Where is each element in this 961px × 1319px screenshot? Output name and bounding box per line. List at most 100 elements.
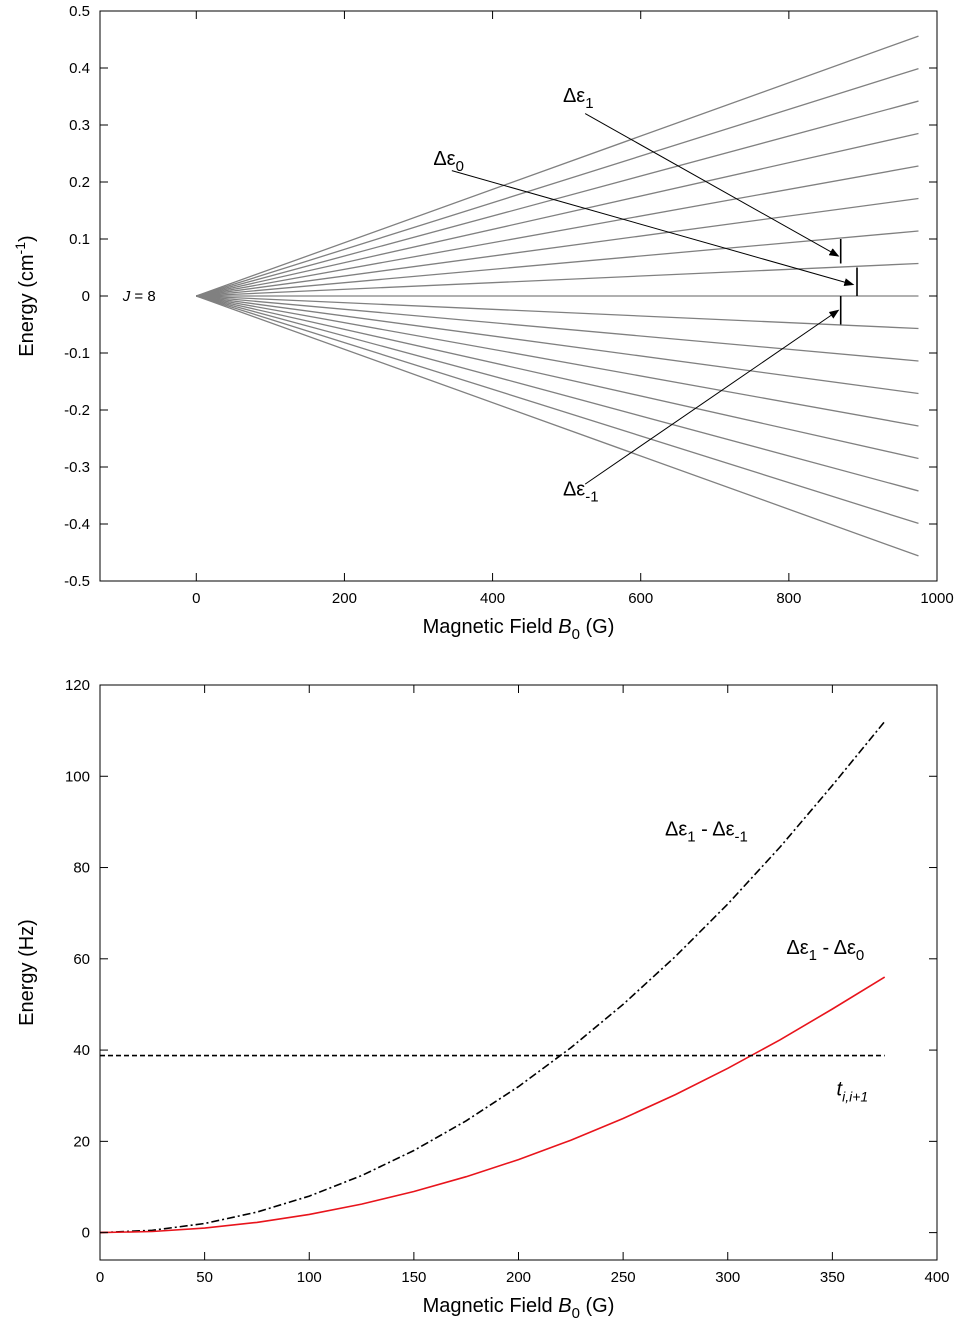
- energy-level-line: [196, 295, 919, 395]
- annotation-delta-eps-minus1: Δε-1: [563, 479, 599, 506]
- y-axis-ticks: 0 20 40 60 80 100 120: [65, 677, 937, 1242]
- annotation-labels: Δε1 Δε0 Δε-1: [433, 85, 598, 505]
- y-tick: -0.4: [64, 516, 937, 533]
- y-tick: 0: [82, 288, 937, 305]
- annotation-arrows: [451, 113, 855, 485]
- x-tick-label: 250: [611, 1269, 636, 1286]
- gap-markers: [839, 239, 858, 325]
- y-axis-label: Energy (cm-1): [12, 235, 38, 356]
- y-tick: 0: [82, 1225, 937, 1242]
- x-tick: 100: [297, 685, 322, 1286]
- y-tick-label: -0.1: [64, 345, 90, 362]
- x-tick: 400: [480, 11, 505, 607]
- y-tick: -0.3: [64, 459, 937, 476]
- y-tick: -0.1: [64, 345, 937, 362]
- energy-level-line: [196, 132, 919, 297]
- x-tick-label: 600: [628, 590, 653, 607]
- y-tick-label: 120: [65, 677, 90, 694]
- annotation-arrow: [451, 170, 855, 286]
- series-line-0: [99, 720, 886, 1234]
- series-line-1: [99, 976, 886, 1234]
- energy-level-line: [196, 295, 919, 525]
- annotation-delta-eps-0: Δε0: [433, 148, 464, 175]
- y-tick-label: 40: [73, 1042, 90, 1059]
- x-axis-ticks: 0 50 100 150 200 250 300 350 400: [96, 685, 950, 1286]
- y-tick-label: -0.4: [64, 516, 90, 533]
- y-tick-label: 0.2: [69, 174, 90, 191]
- energy-difference-chart: 0 50 100 150 200 250 300 350 400 0 20 40 60 80 100 120…: [16, 677, 950, 1319]
- y-tick-label: -0.3: [64, 459, 90, 476]
- x-tick-label: 1000: [920, 590, 953, 607]
- y-tick: 0.5: [69, 3, 937, 20]
- x-tick-label: 200: [506, 1269, 531, 1286]
- y-tick: 100: [65, 768, 937, 785]
- x-axis-ticks: 0 200 400 600 800 1000: [192, 11, 954, 607]
- x-tick: 300: [715, 685, 740, 1286]
- x-axis-label: Magnetic Field B0 (G): [423, 1295, 615, 1319]
- y-tick: 0.1: [69, 231, 937, 248]
- y-tick: 0.4: [69, 60, 937, 77]
- energy-level-line: [196, 35, 919, 297]
- x-axis-label: Magnetic Field B0 (G): [423, 616, 615, 643]
- energy-level-line: [196, 262, 919, 297]
- x-tick-label: 350: [820, 1269, 845, 1286]
- x-tick-label: 300: [715, 1269, 740, 1286]
- series-lines: [99, 720, 886, 1234]
- x-tick: 200: [332, 11, 357, 607]
- x-tick-label: 50: [196, 1269, 213, 1286]
- x-tick: 250: [611, 685, 636, 1286]
- series-label-hopping: ti,i+1: [837, 1079, 869, 1105]
- annotation-arrow: [584, 113, 840, 257]
- energy-level-line: [196, 100, 919, 297]
- x-tick-label: 100: [297, 1269, 322, 1286]
- y-tick-label: 80: [73, 860, 90, 877]
- x-tick: 0: [192, 11, 200, 607]
- series-label-eps1-minus-eps0: Δε1 - Δε0: [786, 937, 864, 964]
- x-tick: 350: [820, 685, 845, 1286]
- y-tick-label: 20: [73, 1133, 90, 1150]
- series-label-eps1-minus-epsm1: Δε1 - Δε-1: [665, 819, 748, 846]
- y-tick: 60: [73, 951, 937, 968]
- x-tick: 600: [628, 11, 653, 607]
- energy-level-line: [196, 295, 919, 557]
- x-tick: 150: [401, 685, 426, 1286]
- y-tick: 40: [73, 1042, 937, 1059]
- y-tick-label: 0.5: [69, 3, 90, 20]
- level-label: J = 8: [122, 288, 156, 305]
- energy-level-line: [196, 165, 919, 297]
- annotation-arrow: [584, 309, 840, 485]
- energy-level-line: [196, 230, 919, 297]
- x-tick: 400: [924, 685, 950, 1286]
- plot-frame: [99, 684, 938, 1261]
- x-tick: 0: [96, 685, 104, 1286]
- y-tick: -0.5: [64, 573, 937, 590]
- x-tick-label: 400: [924, 1269, 949, 1286]
- y-axis-ticks: -0.5 -0.4 -0.3 -0.2 -0.1 0 0.1 0.2 0.3 0.4 0.5: [64, 3, 937, 590]
- energy-level-lines: [196, 35, 919, 557]
- y-tick-label: -0.2: [64, 402, 90, 419]
- x-tick-label: 0: [192, 590, 200, 607]
- level-var: J: [122, 288, 131, 305]
- x-tick-label: 0: [96, 1269, 104, 1286]
- energy-level-line: [196, 197, 919, 297]
- x-tick-label: 800: [776, 590, 801, 607]
- y-tick: 0.3: [69, 117, 937, 134]
- level-value: = 8: [130, 288, 155, 305]
- energy-level-line: [196, 295, 919, 330]
- energy-level-line: [196, 67, 919, 297]
- y-tick: 120: [65, 677, 937, 694]
- y-tick: 20: [73, 1133, 937, 1150]
- y-tick: 80: [73, 860, 937, 877]
- zeeman-splitting-chart: 0 200 400 600 800 1000 -0.5-0.4-0.3-0.2-0.100…: [12, 3, 954, 643]
- y-tick-label: 100: [65, 768, 90, 785]
- annotation-delta-eps-1: Δε1: [563, 85, 594, 112]
- y-tick: 0.2: [69, 174, 937, 191]
- x-tick: 1000: [920, 11, 954, 607]
- y-tick-label: 0.4: [69, 60, 90, 77]
- y-tick-label: 0: [82, 288, 90, 305]
- energy-level-line: [196, 295, 919, 362]
- y-tick-label: 0: [82, 1225, 90, 1242]
- x-tick-label: 150: [401, 1269, 426, 1286]
- x-tick: 200: [506, 685, 531, 1286]
- y-tick-label: -0.5: [64, 573, 90, 590]
